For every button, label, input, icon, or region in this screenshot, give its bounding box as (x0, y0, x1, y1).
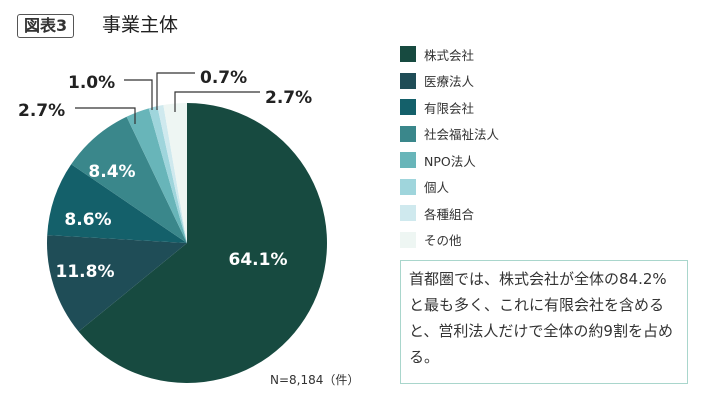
legend-item: 個人 (400, 174, 499, 201)
legend-item: 株式会社 (400, 41, 499, 68)
legend-item: 有限会社 (400, 94, 499, 121)
legend-swatch (400, 178, 416, 195)
legend-item: その他 (400, 227, 499, 254)
figure-number-badge: 図表3 (17, 14, 75, 38)
leader-line (156, 72, 195, 110)
pie-slice-4 (71, 116, 187, 243)
pie-slice-8 (163, 103, 187, 243)
legend-swatch (400, 99, 416, 116)
pie-slice-2 (47, 235, 187, 332)
data-label: 8.6% (64, 210, 111, 230)
legend-swatch (400, 231, 416, 248)
legend-item: 各種組合 (400, 200, 499, 227)
legend-swatch (400, 72, 416, 89)
legend-item: 医療法人 (400, 68, 499, 95)
legend-label: その他 (424, 233, 462, 249)
data-label: 2.7% (265, 88, 312, 108)
legend-label: 有限会社 (424, 100, 475, 116)
legend-label: 社会福祉法人 (424, 127, 500, 143)
leader-line (75, 107, 136, 124)
leader-line (174, 91, 260, 112)
legend-label: 個人 (424, 180, 450, 196)
data-label: 1.0% (68, 73, 115, 93)
legend-swatch (400, 125, 416, 142)
leader-line (124, 79, 153, 110)
legend-label: 株式会社 (424, 47, 475, 63)
pie-slice-3 (47, 164, 187, 243)
data-label: 64.1% (229, 250, 288, 270)
data-label: 2.7% (18, 101, 65, 121)
sample-size-label: N=8,184（件） (270, 373, 360, 387)
legend-label: 医療法人 (424, 74, 475, 90)
legend-swatch (400, 46, 416, 63)
pie-slice-1 (78, 103, 328, 383)
legend-label: 各種組合 (424, 206, 475, 222)
legend-label: NPO法人 (424, 153, 476, 169)
pie-slice-7 (157, 105, 187, 243)
pie-slice-5 (126, 108, 187, 243)
legend-item: 社会福祉法人 (400, 121, 499, 148)
legend: 株式会社医療法人有限会社社会福祉法人 NPO法人個人各種組合その他 (400, 41, 499, 253)
data-label: 8.4% (88, 162, 135, 182)
legend-swatch (400, 152, 416, 169)
chart-title: 事業主体 (102, 14, 179, 36)
legend-swatch (400, 205, 416, 222)
pie-slice-6 (148, 106, 187, 243)
legend-item: NPO法人 (400, 147, 499, 174)
note-box: 首都圏では、株式会社が全体の84.2%と最も多く、これに有限会社を含めると、営利… (400, 260, 688, 384)
data-label: 0.7% (200, 68, 247, 88)
data-label: 11.8% (56, 262, 115, 282)
